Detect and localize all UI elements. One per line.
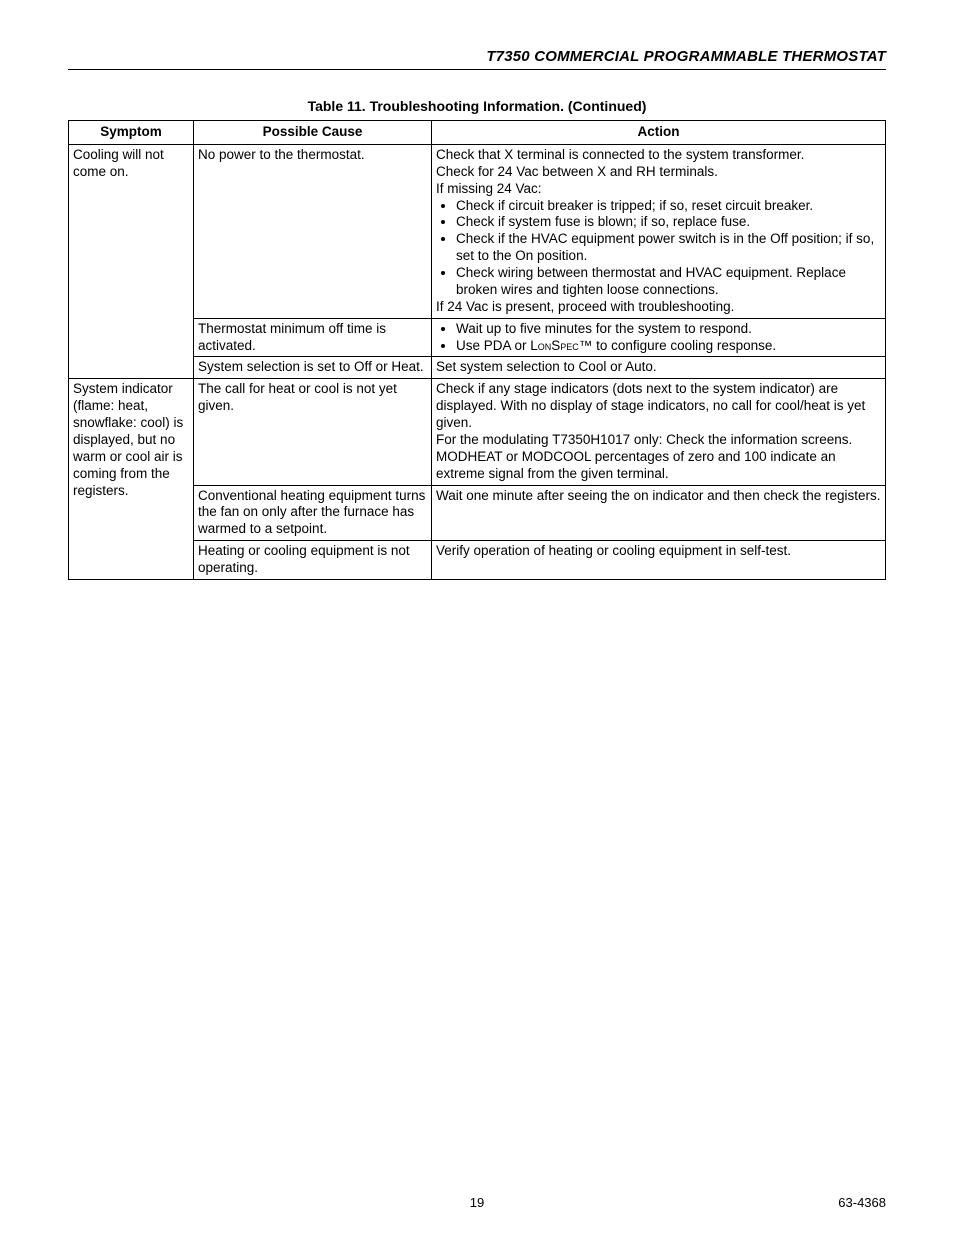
action-cell: Check that X terminal is connected to th… — [432, 144, 886, 318]
action-cell: Wait up to five minutes for the system t… — [432, 318, 886, 357]
header-divider — [68, 69, 886, 70]
symptom-cell: Cooling will not come on. — [69, 144, 194, 378]
table-row: Cooling will not come on. No power to th… — [69, 144, 886, 318]
troubleshooting-table: Symptom Possible Cause Action Cooling wi… — [68, 120, 886, 580]
action-cell: Set system selection to Cool or Auto. — [432, 357, 886, 379]
document-number: 63-4368 — [838, 1195, 886, 1210]
table-header-row: Symptom Possible Cause Action — [69, 121, 886, 145]
symptom-cell: System indicator (flame: heat, snowflake… — [69, 379, 194, 580]
action-text: Check if any stage indicators (dots next… — [436, 381, 881, 432]
cause-cell: System selection is set to Off or Heat. — [194, 357, 432, 379]
list-item: Wait up to five minutes for the system t… — [456, 321, 881, 338]
action-text: Check that X terminal is connected to th… — [436, 147, 881, 164]
col-header-symptom: Symptom — [69, 121, 194, 145]
cause-cell: No power to the thermostat. — [194, 144, 432, 318]
col-header-cause: Possible Cause — [194, 121, 432, 145]
list-item: Check if system fuse is blown; if so, re… — [456, 214, 881, 231]
action-text: If 24 Vac is present, proceed with troub… — [436, 299, 881, 316]
cause-cell: Conventional heating equipment turns the… — [194, 485, 432, 541]
table-caption: Table 11. Troubleshooting Information. (… — [68, 98, 886, 114]
page-number: 19 — [470, 1195, 484, 1210]
cause-cell: Heating or cooling equipment is not oper… — [194, 541, 432, 580]
list-item: Check if circuit breaker is tripped; if … — [456, 198, 881, 215]
brand-name: LonSpec — [530, 338, 579, 353]
list-item: Check if the HVAC equipment power switch… — [456, 231, 881, 265]
action-list: Wait up to five minutes for the system t… — [436, 321, 881, 355]
action-text: ™ to configure cooling response. — [579, 338, 776, 353]
cause-cell: Thermostat minimum off time is activated… — [194, 318, 432, 357]
action-cell: Wait one minute after seeing the on indi… — [432, 485, 886, 541]
cause-cell: The call for heat or cool is not yet giv… — [194, 379, 432, 485]
list-item: Check wiring between thermostat and HVAC… — [456, 265, 881, 299]
action-text: Check for 24 Vac between X and RH termin… — [436, 164, 881, 181]
table-row: System indicator (flame: heat, snowflake… — [69, 379, 886, 485]
action-cell: Check if any stage indicators (dots next… — [432, 379, 886, 485]
action-cell: Verify operation of heating or cooling e… — [432, 541, 886, 580]
action-text: If missing 24 Vac: — [436, 181, 881, 198]
col-header-action: Action — [432, 121, 886, 145]
action-text: For the modulating T7350H1017 only: Chec… — [436, 432, 881, 483]
action-list: Check if circuit breaker is tripped; if … — [436, 198, 881, 299]
list-item: Use PDA or LonSpec™ to configure cooling… — [456, 338, 881, 355]
action-text: Use PDA or — [456, 338, 530, 353]
header-title: T7350 COMMERCIAL PROGRAMMABLE THERMOSTAT — [68, 48, 886, 69]
